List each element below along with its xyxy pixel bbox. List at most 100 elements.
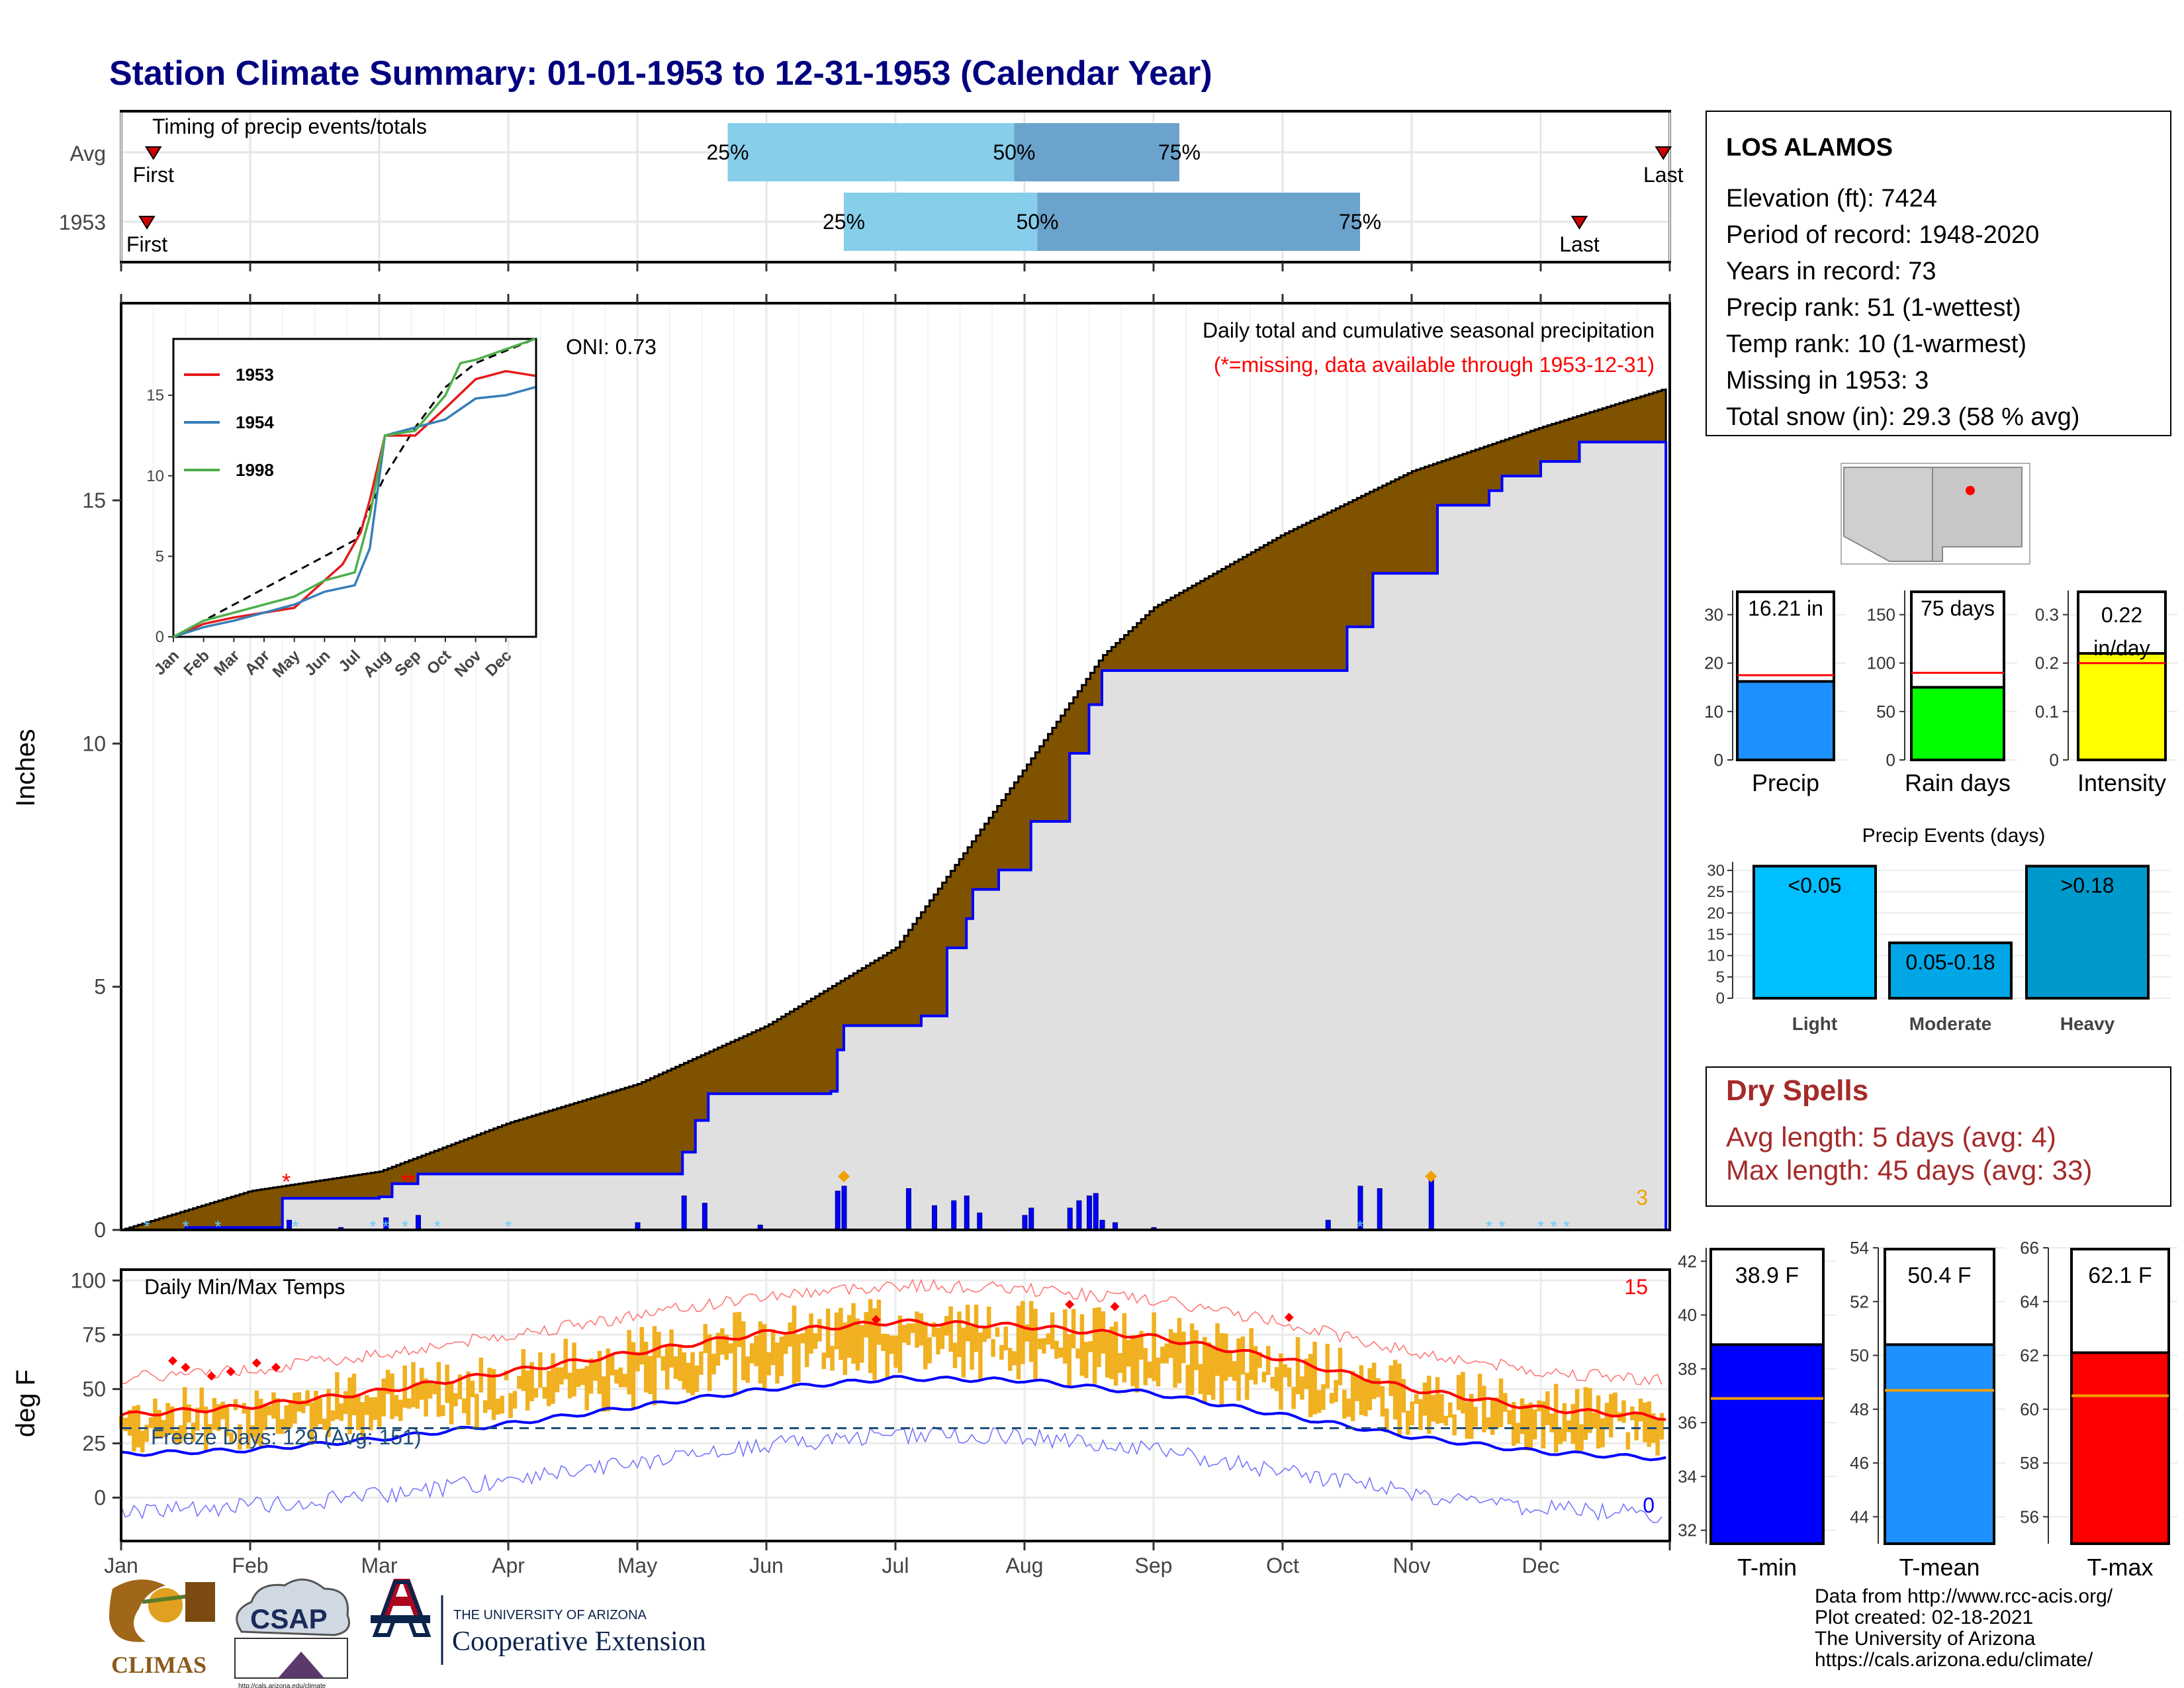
daily-temp-range-bar [1659, 1413, 1664, 1440]
summary-bar-intensity-value-bar [2077, 652, 2167, 761]
daily-temp-range-bar [1257, 1352, 1262, 1368]
events-ytick-label: 5 [1716, 968, 1725, 986]
record-high-marker [871, 1315, 881, 1325]
daily-temp-range-bar [567, 1372, 572, 1399]
daily-temp-range-bar [1054, 1340, 1059, 1359]
station-info-line: Precip rank: 51 (1-wettest) [1726, 294, 2021, 322]
daily-temp-range-bar [1621, 1400, 1626, 1423]
daily-temp-range-bar [690, 1352, 695, 1395]
daily-temp-range-bar [1266, 1346, 1271, 1376]
daily-temp-range-bar [961, 1327, 966, 1378]
daily-temp-range-bar [271, 1392, 276, 1419]
daily-temp-range-bar [144, 1425, 149, 1442]
daily-temp-range-bar [682, 1352, 687, 1390]
daily-temp-range-bar [191, 1423, 196, 1442]
timing-bar-q25-q50 [844, 193, 1038, 251]
timing-bar-q50-q75 [1014, 123, 1179, 181]
station-info-line: Elevation (ft): 7424 [1726, 185, 1937, 212]
daily-temp-range-bar [305, 1390, 310, 1407]
daily-temp-range-bar [584, 1366, 589, 1411]
daily-temp-range-bar [1388, 1365, 1393, 1397]
precip-panel-title: Daily total and cumulative seasonal prec… [1203, 318, 1655, 342]
daily-temp-range-bar [1647, 1401, 1652, 1447]
footer: CLIMAS CSAP http://cals.arizona.edu/clim… [109, 1578, 2113, 1688]
daily-precip-bar [1022, 1215, 1028, 1231]
daily-precip-bar [1076, 1200, 1082, 1231]
daily-temp-range-bar [398, 1399, 403, 1421]
summary-value-text: 16.21 in [1748, 596, 1823, 620]
daily-temp-range-bar [1461, 1372, 1465, 1414]
csap-url: http://cals.arizona.edu/climate [238, 1683, 326, 1688]
daily-temp-range-bar [1219, 1333, 1224, 1406]
temp-bar-t-min-ytick-label: 40 [1678, 1305, 1697, 1325]
temp-ytick-label: 100 [71, 1268, 106, 1292]
daily-temp-range-bar [627, 1330, 631, 1395]
daily-temp-range-bar [1181, 1331, 1186, 1364]
missing-count: 3 [1636, 1186, 1648, 1209]
daily-temp-range-bar [475, 1393, 479, 1429]
daily-temp-range-bar [724, 1335, 729, 1360]
daily-temp-range-bar [1283, 1364, 1288, 1378]
daily-temp-range-bar [830, 1346, 835, 1371]
daily-temp-range-bar [999, 1344, 1004, 1360]
daily-temp-range-bar [1613, 1392, 1617, 1416]
temp-panel: 0 25 50 75 100 deg F Daily Min/Max Temps Fre… [11, 1268, 1671, 1542]
daily-temp-range-bar [614, 1369, 619, 1384]
events-bar-tag: 0.05-0.18 [1905, 950, 1995, 974]
daily-temp-range-bar [1406, 1411, 1410, 1435]
summary-bar-rain-days: 0 50 100 150 75 days Rain days [1867, 590, 2017, 796]
daily-temp-range-bar [1325, 1344, 1330, 1389]
snow-day-marker: * [292, 1217, 298, 1237]
daily-temp-range-bar [453, 1393, 458, 1407]
daily-temp-range-bar [1185, 1364, 1191, 1395]
snow-day-marker: * [369, 1217, 376, 1237]
daily-temp-range-bar [1494, 1397, 1499, 1429]
daily-temp-range-bar [1469, 1393, 1474, 1439]
timing-row-1953-label: 1953 [59, 211, 106, 234]
daily-temp-range-bar [1287, 1367, 1292, 1387]
daily-temp-range-bar [1338, 1347, 1343, 1385]
precip-ylabel: Inches [11, 729, 40, 807]
daily-temp-range-bar [1143, 1348, 1148, 1385]
daily-temp-range-bar [936, 1327, 940, 1354]
daily-precip-bar [287, 1219, 292, 1231]
daily-temp-range-bar [855, 1318, 860, 1371]
daily-temp-range-bar [770, 1329, 776, 1366]
snow-day-marker: * [214, 1217, 221, 1237]
events-bar-moderate [1888, 941, 2013, 1000]
daily-temp-range-bar [127, 1409, 132, 1436]
summary-bar-intensity: 0 0.1 0.2 0.3 0.22 in/day Intensity [2035, 590, 2177, 796]
precip-ytick-label: 10 [82, 731, 106, 755]
daily-precip-bar [416, 1215, 421, 1231]
daily-temp-range-bar [529, 1362, 534, 1401]
daily-temp-range-bar [576, 1369, 581, 1387]
temp-bar-t-max-ytick-label: 62 [2020, 1346, 2039, 1366]
daily-temp-range-bar [1334, 1380, 1338, 1403]
daily-temp-range-bar [1562, 1403, 1567, 1442]
daily-temp-range-bar [1355, 1376, 1359, 1401]
daily-temp-range-bar [1240, 1336, 1246, 1375]
daily-temp-range-bar [1574, 1389, 1580, 1452]
daily-temp-range-bar [1245, 1372, 1250, 1400]
daily-temp-range-bar [1050, 1312, 1055, 1350]
daily-temp-range-bar [927, 1337, 932, 1364]
month-label: Jan [104, 1554, 138, 1577]
daily-precip-bar [1377, 1188, 1383, 1231]
inset-series-1998 [173, 338, 536, 638]
cumulative-1953-area [121, 440, 1668, 1231]
daily-temp-range-bar [733, 1312, 737, 1395]
temp-bar-t-max: 56 58 60 62 64 66 62.1 F T-max [2020, 1238, 2177, 1581]
daily-temp-range-bar [1058, 1347, 1064, 1358]
daily-temp-range-bar [885, 1334, 889, 1378]
daily-temp-range-bar [813, 1333, 818, 1349]
daily-temp-range-bar [508, 1393, 513, 1419]
summary-bar-rain-days-ytick-label: 0 [1886, 750, 1895, 770]
daily-temp-range-bar [318, 1398, 323, 1425]
daily-temp-range-bar [546, 1371, 551, 1407]
csap-logo: CSAP http://cals.arizona.edu/climate [234, 1578, 350, 1688]
station-info-line: Years in record: 73 [1726, 258, 1936, 285]
daily-temp-range-bar [496, 1398, 500, 1415]
daily-temp-range-bar [1397, 1363, 1402, 1436]
daily-temp-range-bar [441, 1405, 445, 1417]
